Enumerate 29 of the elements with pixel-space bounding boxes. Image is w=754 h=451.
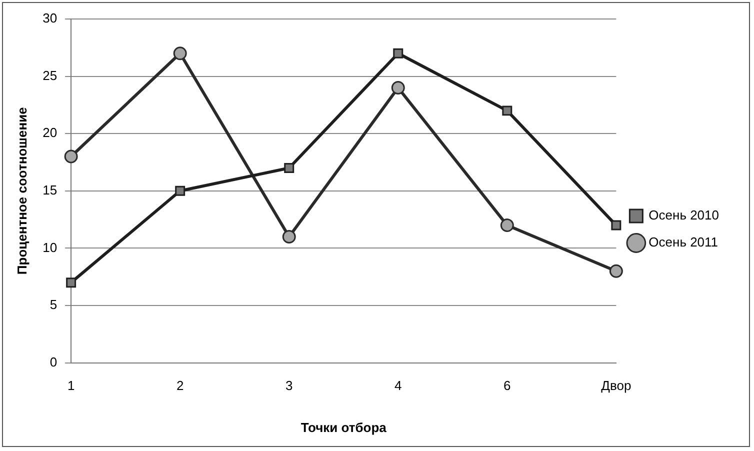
y-tick-label: 20 bbox=[42, 125, 58, 140]
point bbox=[284, 162, 294, 173]
y-tick-label: 5 bbox=[50, 297, 58, 312]
point bbox=[611, 220, 622, 230]
point bbox=[502, 106, 512, 116]
x-tick-label: 3 bbox=[285, 378, 293, 394]
legend-label: Осень 2011 bbox=[648, 234, 718, 250]
x-tick-label: 4 bbox=[394, 378, 402, 394]
point bbox=[393, 48, 404, 58]
y-tick-label: 30 bbox=[42, 10, 58, 26]
point bbox=[66, 278, 76, 288]
y-axis-title: Процентное соотношение bbox=[14, 107, 30, 275]
x-tick-label: Двор bbox=[601, 378, 632, 394]
point bbox=[282, 230, 296, 244]
y-tick-label: 10 bbox=[42, 240, 58, 255]
y-tick-label: 25 bbox=[42, 68, 58, 83]
point bbox=[175, 186, 186, 196]
point bbox=[391, 81, 405, 95]
point bbox=[173, 46, 187, 60]
y-tick-label: 15 bbox=[42, 182, 58, 198]
legend-label: Осень 2010 bbox=[648, 208, 719, 223]
point bbox=[64, 150, 78, 164]
x-tick-label: 1 bbox=[67, 378, 75, 394]
x-tick-label: 6 bbox=[504, 378, 511, 394]
point bbox=[609, 264, 623, 278]
x-tick-label: 2 bbox=[176, 378, 184, 394]
y-tick-label: 0 bbox=[50, 354, 58, 370]
x-axis-title: Точки отбора bbox=[300, 420, 388, 435]
point bbox=[500, 218, 514, 232]
